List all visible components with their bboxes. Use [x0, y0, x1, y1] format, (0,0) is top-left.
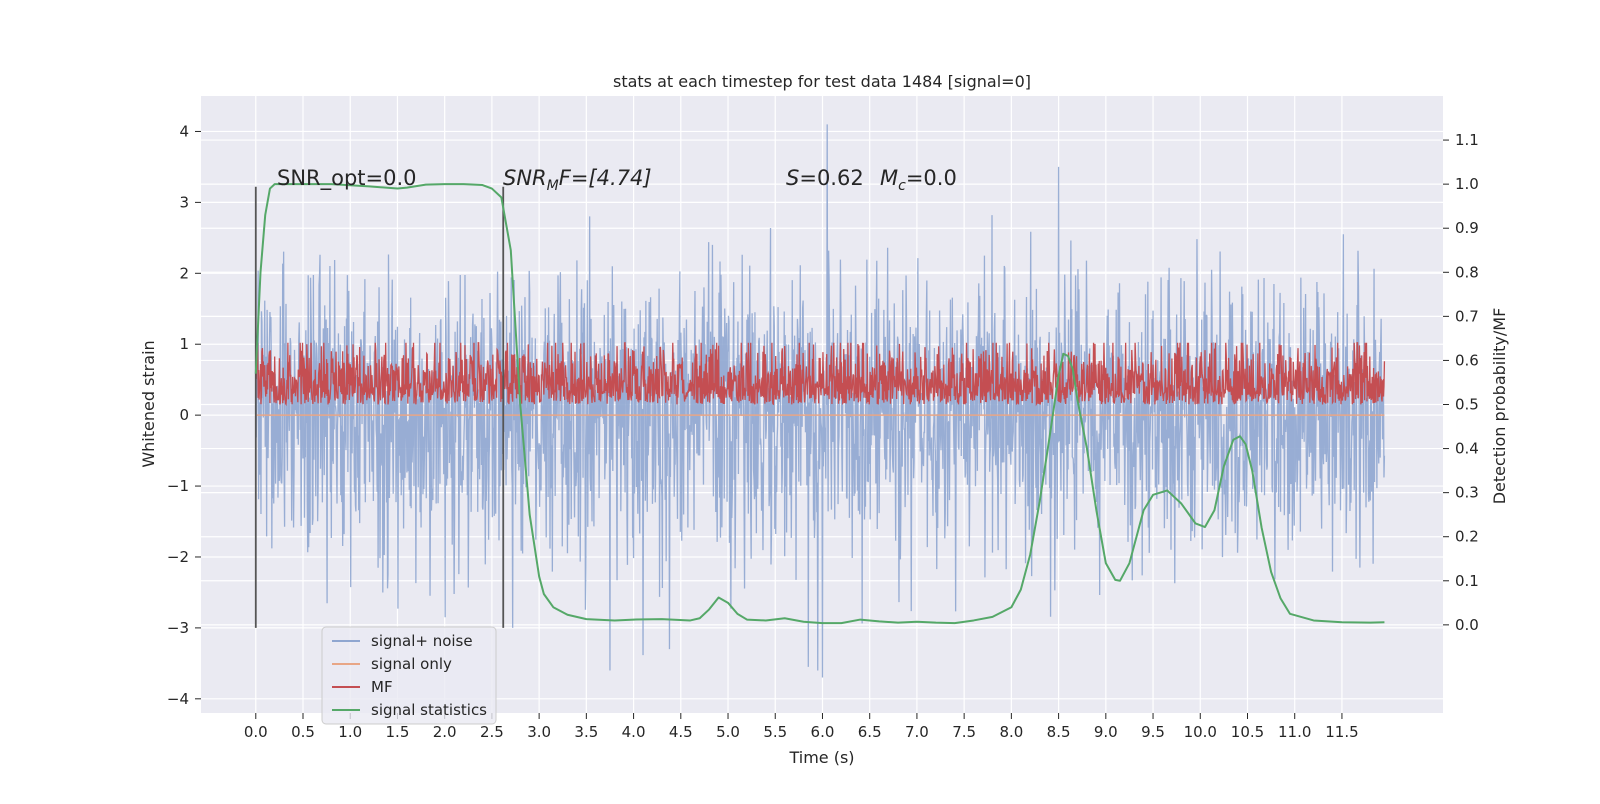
x-tick-label: 0.0: [244, 723, 268, 741]
snr-mf-sub: M: [547, 178, 559, 194]
tick-labels: 0.0 0.5 1.0 1.5 2.0 2.5 3.0 3.5 4.0 4.5 5.0 5.5 6.0 6…: [167, 122, 1479, 741]
y-tick-label: −4: [167, 690, 189, 708]
snr-mf-base: SNR: [503, 166, 547, 190]
legend-label-noise: signal+ noise: [371, 632, 473, 650]
y-right-tick-label: 0.9: [1455, 219, 1479, 237]
s-symbol: S: [786, 166, 799, 190]
x-tick-label: 7.5: [952, 723, 976, 741]
y-right-tick-label: 0.7: [1455, 307, 1479, 325]
y-tick-label: 4: [179, 122, 189, 140]
y-tick-label: 2: [179, 264, 189, 282]
x-tick-label: 1.0: [338, 723, 362, 741]
mc-sub: c: [898, 178, 906, 194]
vertical-markers: [254, 186, 505, 628]
x-tick-label: 11.0: [1278, 723, 1311, 741]
legend-label-signal-only: signal only: [371, 655, 452, 673]
x-tick-label: 3.0: [527, 723, 551, 741]
y-tick-label: −2: [167, 548, 189, 566]
mc-value: =0.0: [906, 166, 957, 190]
y-axis-right-title: Detection probability/MF: [1490, 308, 1509, 505]
y-right-tick-label: 0.1: [1455, 572, 1479, 590]
y-right-tick-label: 0.3: [1455, 484, 1479, 502]
y-tick-label: 3: [179, 193, 189, 211]
legend-item-signal-only: signal only: [332, 655, 452, 673]
legend-label-mf: MF: [371, 678, 393, 696]
snr-mf-annotation: SNRMF=[4.74]: [503, 166, 652, 194]
mc-annotation: Mc=0.0: [880, 166, 957, 194]
x-tick-label: 2.0: [433, 723, 457, 741]
y-tick-label: 0: [179, 406, 189, 424]
y-right-tick-label: 0.6: [1455, 351, 1479, 369]
y-tick-label: −3: [167, 619, 189, 637]
signal-statistics-line: [254, 183, 1385, 625]
signal-statistics-layer: [254, 183, 1385, 625]
x-tick-label: 5.0: [716, 723, 740, 741]
x-tick-label: 5.5: [763, 723, 787, 741]
x-tick-label: 0.5: [291, 723, 315, 741]
annotations: SNR_opt=0.0 SNRMF=[4.74] S=0.62 Mc=0.0: [277, 166, 957, 194]
x-axis-title: Time (s): [788, 748, 854, 767]
legend: signal+ noise signal only MF signal stat…: [321, 626, 497, 725]
x-tick-label: 4.0: [622, 723, 646, 741]
x-tick-label: 2.5: [480, 723, 504, 741]
legend-item-mf: MF: [332, 678, 393, 696]
legend-label-signal-statistics: signal statistics: [371, 701, 487, 719]
x-tick-label: 6.5: [858, 723, 882, 741]
mf-series-line: [255, 341, 1386, 407]
y-right-tick-label: 0.0: [1455, 616, 1479, 634]
y-tick-label: 1: [179, 335, 189, 353]
x-tick-label: 11.5: [1325, 723, 1358, 741]
y-axis-title: Whitened strain: [139, 340, 158, 467]
mc-symbol: M: [880, 166, 898, 190]
x-tick-label: 10.0: [1184, 723, 1217, 741]
y-right-tick-label: 0.2: [1455, 528, 1479, 546]
x-tick-label: 6.0: [811, 723, 835, 741]
x-tick-label: 7.0: [905, 723, 929, 741]
x-tick-label: 1.5: [386, 723, 410, 741]
y-right-tick-label: 0.4: [1455, 440, 1479, 458]
mf-series-layer: [255, 341, 1386, 407]
legend-box: [321, 626, 497, 725]
y-right-tick-label: 0.8: [1455, 263, 1479, 281]
y-right-tick-label: 0.5: [1455, 396, 1479, 414]
x-tick-label: 9.0: [1094, 723, 1118, 741]
x-tick-label: 8.0: [999, 723, 1023, 741]
x-tick-label: 8.5: [1047, 723, 1071, 741]
chart-title: stats at each timestep for test data 148…: [613, 72, 1031, 91]
x-tick-label: 4.5: [669, 723, 693, 741]
legend-item-signal-statistics: signal statistics: [332, 701, 487, 719]
snr-opt-annotation: SNR_opt=0.0: [277, 166, 417, 191]
legend-item-noise: signal+ noise: [332, 632, 473, 650]
x-tick-label: 9.5: [1141, 723, 1165, 741]
y-right-tick-label: 1.0: [1455, 175, 1479, 193]
s-value: =0.62: [799, 166, 863, 190]
x-tick-label: 10.5: [1231, 723, 1264, 741]
s-annotation: S=0.62: [786, 166, 864, 190]
snr-mf-rest: F=[4.74]: [559, 166, 652, 190]
y-right-tick-label: 1.1: [1455, 131, 1479, 149]
x-tick-label: 3.5: [574, 723, 598, 741]
y-tick-label: −1: [167, 477, 189, 495]
